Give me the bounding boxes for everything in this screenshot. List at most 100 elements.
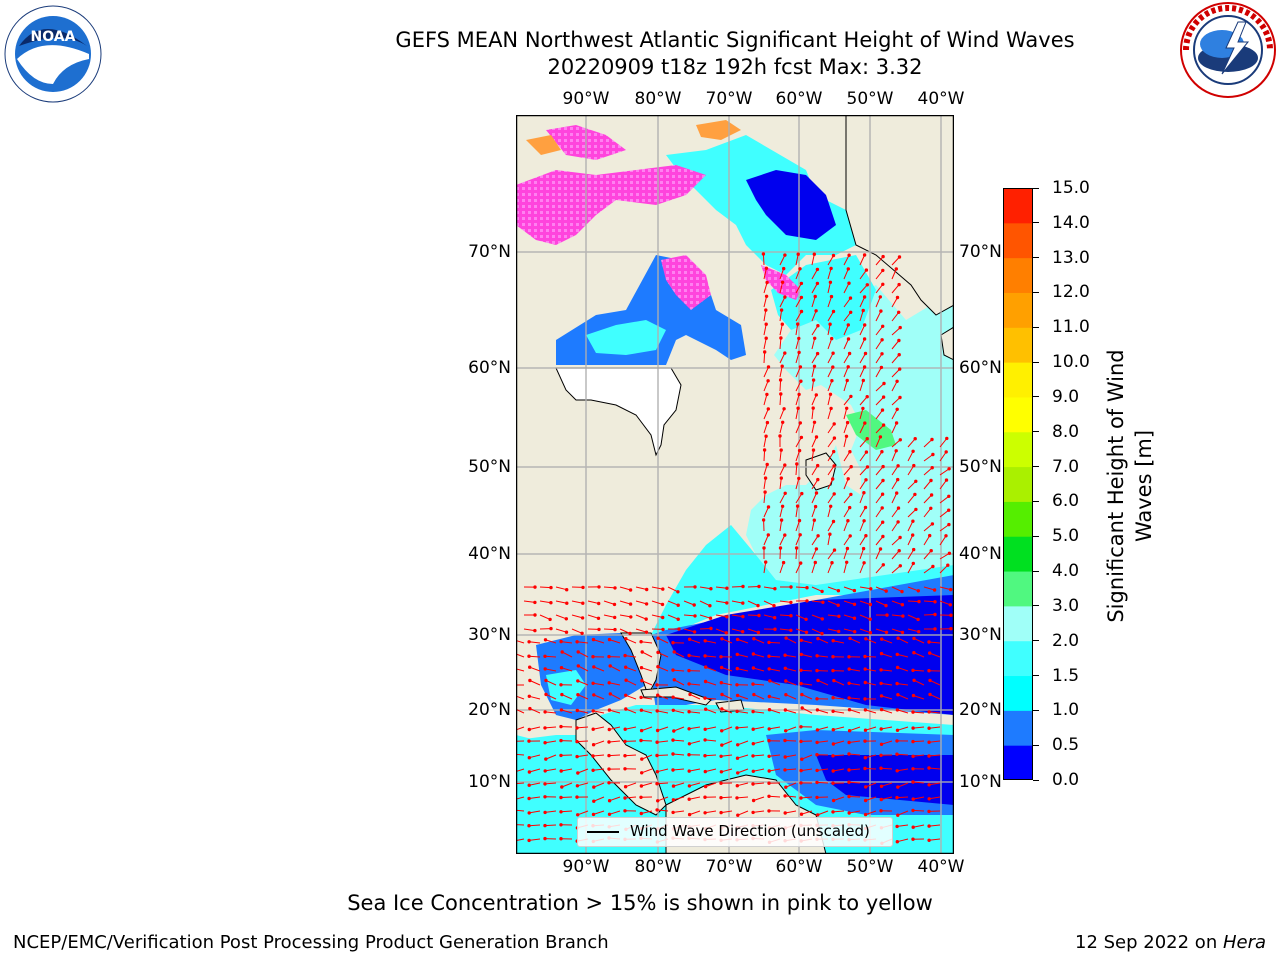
wind-wave-arrow: [939, 468, 950, 476]
wind-wave-arrowhead: [765, 280, 769, 285]
wind-wave-arrowhead: [644, 602, 649, 606]
wind-wave-arrowhead: [895, 379, 899, 383]
wind-wave-arrowhead: [798, 267, 802, 271]
wind-wave-arrow: [715, 600, 727, 604]
wind-wave-arrowhead: [735, 683, 739, 687]
wind-wave-arrowhead: [778, 378, 783, 382]
wind-wave-arrowhead: [864, 450, 869, 454]
wind-wave-arrowhead: [549, 585, 553, 590]
wind-wave-arrowhead: [559, 837, 563, 841]
wind-wave-arrow: [763, 296, 768, 308]
wind-wave-arrow: [593, 694, 605, 700]
wind-wave-arrowhead: [789, 628, 793, 632]
wind-wave-arrowhead: [751, 754, 755, 758]
wind-wave-arrow: [875, 367, 882, 378]
wind-wave-arrowhead: [861, 378, 865, 383]
wind-wave-arrow: [763, 506, 769, 518]
colorbar-tick-label: 3.0: [1052, 595, 1080, 616]
wind-wave-arrowhead: [527, 654, 531, 658]
wind-wave-arrow: [656, 754, 669, 756]
wind-wave-arrowhead: [901, 614, 905, 618]
wind-wave-arrow: [859, 492, 865, 504]
wind-wave-arrow: [539, 614, 551, 620]
wind-wave-arrowhead: [719, 796, 723, 800]
wind-wave-arrowhead: [708, 616, 713, 620]
wind-wave-arrow: [763, 478, 767, 490]
wind-wave-arrowhead: [814, 435, 819, 439]
wind-wave-arrowhead: [639, 795, 643, 799]
wind-wave-arrowhead: [661, 587, 665, 591]
wind-wave-arrowhead: [946, 563, 950, 567]
wind-wave-arrow: [795, 380, 802, 392]
wind-wave-arrow: [779, 366, 783, 378]
wind-wave-arrow: [539, 586, 552, 589]
colorbar-tick-label: 5.0: [1052, 526, 1080, 547]
wind-wave-arrowhead: [784, 636, 788, 640]
wind-wave-arrow: [795, 493, 803, 504]
wind-wave-arrowhead: [863, 766, 867, 771]
wind-wave-arrow: [891, 397, 901, 406]
wind-wave-arrowhead: [575, 754, 579, 759]
wind-wave-arrowhead: [655, 782, 659, 786]
wind-wave-arrowhead: [784, 729, 788, 733]
wind-wave-arrowhead: [720, 707, 724, 711]
wind-wave-arrow: [811, 506, 817, 518]
wind-wave-arrow: [849, 709, 861, 714]
wind-wave-arrow: [785, 795, 797, 798]
wind-wave-arrowhead: [815, 281, 820, 286]
wind-wave-arrow: [923, 550, 932, 560]
wind-wave-arrow: [689, 655, 701, 658]
wind-wave-arrow: [577, 641, 589, 644]
wind-wave-arrow: [737, 668, 749, 672]
wind-wave-arrow: [827, 600, 839, 606]
wind-wave-arrow: [577, 768, 589, 774]
wind-wave-arrow: [577, 680, 589, 686]
wind-wave-arrowhead: [896, 693, 900, 697]
wind-wave-arrowhead: [868, 617, 872, 621]
wind-wave-arrowhead: [779, 518, 784, 522]
wind-wave-arrowhead: [780, 322, 784, 326]
wind-wave-arrow: [811, 325, 819, 336]
wind-wave-arrow: [865, 709, 877, 714]
wind-wave-arrowhead: [719, 655, 723, 659]
colorbar-tick-mark: [1033, 605, 1039, 607]
wind-wave-arrow: [657, 637, 669, 644]
wind-wave-arrowhead: [735, 652, 740, 657]
wind-wave-arrow: [832, 810, 845, 813]
wind-wave-arrowhead: [805, 586, 809, 590]
wind-wave-arrowhead: [852, 602, 857, 606]
wind-wave-arrow: [651, 586, 663, 590]
wind-wave-arrowhead: [829, 294, 834, 299]
wind-wave-arrowhead: [779, 392, 783, 396]
wind-wave-arrowhead: [639, 728, 644, 733]
wind-wave-arrowhead: [911, 808, 915, 813]
colorbar-segment: [1003, 396, 1033, 433]
wind-wave-arrowhead: [895, 681, 899, 686]
wind-wave-arrow: [721, 694, 733, 700]
wind-wave-arrowhead: [783, 463, 787, 467]
wind-wave-arrow: [528, 824, 541, 827]
wind-wave-arrowhead: [783, 738, 787, 743]
wind-wave-arrowhead: [879, 651, 884, 656]
wind-wave-arrow: [753, 768, 765, 772]
wind-wave-arrowhead: [831, 309, 836, 314]
wind-wave-arrowhead: [576, 679, 580, 683]
wind-wave-arrowhead: [847, 708, 852, 712]
wind-wave-arrow: [795, 324, 799, 336]
wind-wave-arrow: [849, 810, 861, 814]
wind-wave-arrow: [833, 640, 845, 644]
wind-wave-arrow: [795, 478, 800, 490]
wind-wave-arrowhead: [751, 798, 756, 803]
wind-wave-arrow: [859, 628, 871, 634]
map-panel[interactable]: [516, 115, 954, 854]
wind-wave-arrow: [635, 586, 647, 590]
wind-wave-arrowhead: [708, 604, 712, 608]
wind-wave-arrowhead: [847, 740, 851, 745]
wind-wave-arrow: [913, 754, 925, 757]
wind-wave-arrow: [875, 548, 881, 560]
wind-wave-arrow: [699, 586, 711, 590]
wind-wave-arrowhead: [862, 337, 867, 341]
wind-wave-arrow: [891, 409, 898, 420]
wind-wave-arrowhead: [820, 589, 824, 594]
wind-wave-arrow: [811, 520, 815, 532]
